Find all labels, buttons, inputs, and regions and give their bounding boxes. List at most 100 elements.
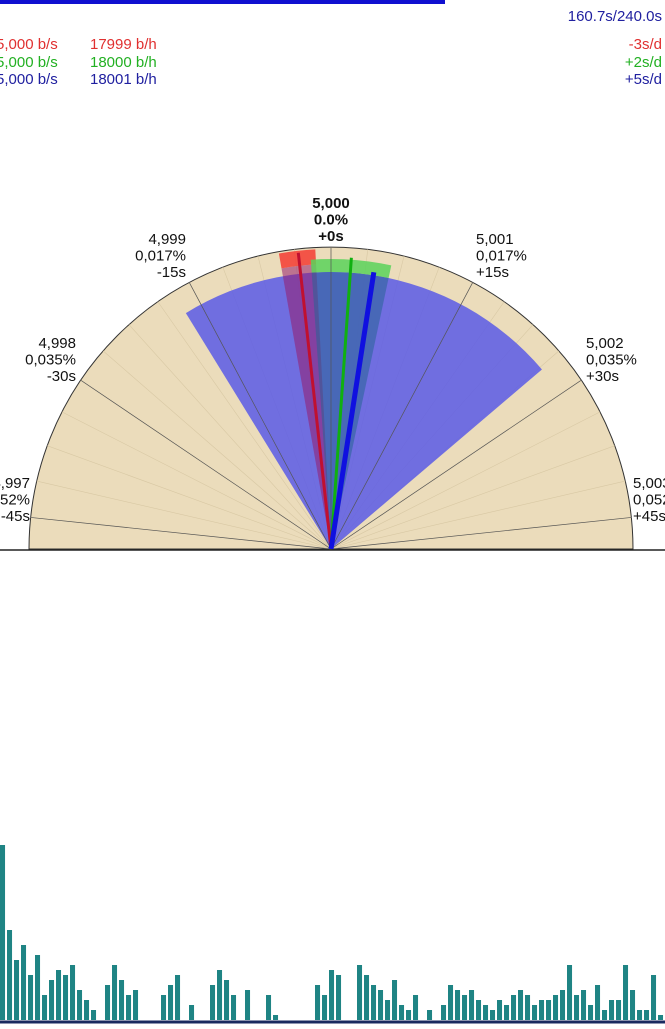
hist-bar xyxy=(539,1000,545,1020)
hist-bar xyxy=(462,995,468,1020)
needle xyxy=(329,257,353,550)
hist-bar xyxy=(413,995,419,1020)
row-rate: 5,000 b/s xyxy=(0,54,58,71)
hist-bar xyxy=(119,980,125,1020)
faint-line xyxy=(157,301,332,550)
dial-tick xyxy=(330,379,582,550)
hist-bar xyxy=(231,995,237,1020)
dial-tick xyxy=(30,517,332,550)
dial-tick xyxy=(188,282,332,550)
hist-bar xyxy=(595,985,601,1020)
hist-bar xyxy=(70,965,76,1020)
dial-tick xyxy=(330,282,474,550)
dial-label-rate: 4,999 xyxy=(148,231,186,248)
dial-label-rate: 4,997 xyxy=(0,475,30,492)
hist-bar xyxy=(616,1000,622,1020)
hist-bar xyxy=(371,985,377,1020)
hist-bar xyxy=(161,995,167,1020)
dial-label-percent: 0,017% xyxy=(135,248,186,265)
dial-tick xyxy=(330,517,632,550)
hist-bar xyxy=(441,1005,447,1020)
faint-line xyxy=(330,480,626,550)
hist-bar xyxy=(35,955,41,1020)
hist-bar xyxy=(511,995,517,1020)
dial-label-offset: -15s xyxy=(157,264,186,281)
dial-label-offset: +15s xyxy=(476,264,509,281)
hist-bar xyxy=(210,985,216,1020)
hist-bar xyxy=(49,980,55,1020)
hist-bar xyxy=(357,965,363,1020)
hist-bar xyxy=(315,985,321,1020)
row-deviation: +2s/d xyxy=(625,54,662,71)
dial-label-percent: 0,035% xyxy=(586,352,637,369)
hist-bar xyxy=(483,1005,489,1020)
hist-bar xyxy=(217,970,223,1020)
dial-tick xyxy=(80,379,332,550)
hist-bar xyxy=(504,1005,510,1020)
hist-bar xyxy=(168,985,174,1020)
hist-bar xyxy=(14,960,20,1020)
hist-bar xyxy=(658,1015,664,1020)
hist-bar xyxy=(574,995,580,1020)
faint-line xyxy=(47,445,332,550)
hist-bar xyxy=(497,1000,503,1020)
hist-bar xyxy=(77,990,83,1020)
progress-bar xyxy=(0,0,445,4)
hist-bar xyxy=(336,975,342,1020)
row-deviation: -3s/d xyxy=(629,36,662,53)
dial-label-rate: 4,998 xyxy=(38,335,76,352)
dial-label-offset: +30s xyxy=(586,368,619,385)
hist-bar xyxy=(378,990,384,1020)
hist-bar xyxy=(546,1000,552,1020)
dial-label-rate: 5,001 xyxy=(476,231,514,248)
dial-label-offset: +45s xyxy=(633,508,665,525)
dial-label-percent: 0,052% xyxy=(633,492,665,509)
dial-label-rate: 5,002 xyxy=(586,335,624,352)
hist-bar xyxy=(602,1010,608,1020)
hist-bar xyxy=(7,930,13,1020)
dial-label-rate: 5,000 xyxy=(312,195,350,212)
hist-bar xyxy=(560,990,566,1020)
hist-bar xyxy=(588,1005,594,1020)
dial xyxy=(28,246,634,550)
hist-bar xyxy=(63,975,69,1020)
hist-bar xyxy=(126,995,132,1020)
dial-label-percent: 0,035% xyxy=(25,352,76,369)
dial-label-percent: 0.0% xyxy=(314,212,348,229)
hist-bar xyxy=(637,1010,643,1020)
hist-bar xyxy=(532,1005,538,1020)
hist-bar xyxy=(175,975,181,1020)
dial-label-offset: -30s xyxy=(47,368,76,385)
hist-bar xyxy=(490,1010,496,1020)
hist-bar xyxy=(322,995,328,1020)
hist-bar xyxy=(84,1000,90,1020)
hist-bar xyxy=(385,1000,391,1020)
hist-bar xyxy=(245,990,251,1020)
faint-line xyxy=(61,411,332,550)
hist-bar xyxy=(553,995,559,1020)
hist-bar xyxy=(567,965,573,1020)
needle xyxy=(328,271,377,550)
faint-line xyxy=(36,480,332,550)
hist-bar xyxy=(455,990,461,1020)
dial-label-offset: -45s xyxy=(1,508,30,525)
dial-label-rate: 5,003 xyxy=(633,475,665,492)
hist-bar xyxy=(448,985,454,1020)
hist-bar xyxy=(630,990,636,1020)
hist-bar xyxy=(28,975,34,1020)
hist-bar xyxy=(525,995,531,1020)
row-hourly: 18000 b/h xyxy=(90,54,157,71)
hist-bar xyxy=(224,980,230,1020)
hist-bar xyxy=(427,1010,433,1020)
hist-bar xyxy=(105,985,111,1020)
hist-bar xyxy=(189,1005,195,1020)
hist-bar xyxy=(406,1010,412,1020)
row-deviation: +5s/d xyxy=(625,71,662,88)
dial-label-percent: 0,052% xyxy=(0,492,30,509)
dial-label-percent: 0,017% xyxy=(476,248,527,265)
hist-bar xyxy=(91,1010,97,1020)
faint-line xyxy=(330,411,601,550)
hist-bar xyxy=(392,980,398,1020)
hist-bar xyxy=(609,1000,615,1020)
